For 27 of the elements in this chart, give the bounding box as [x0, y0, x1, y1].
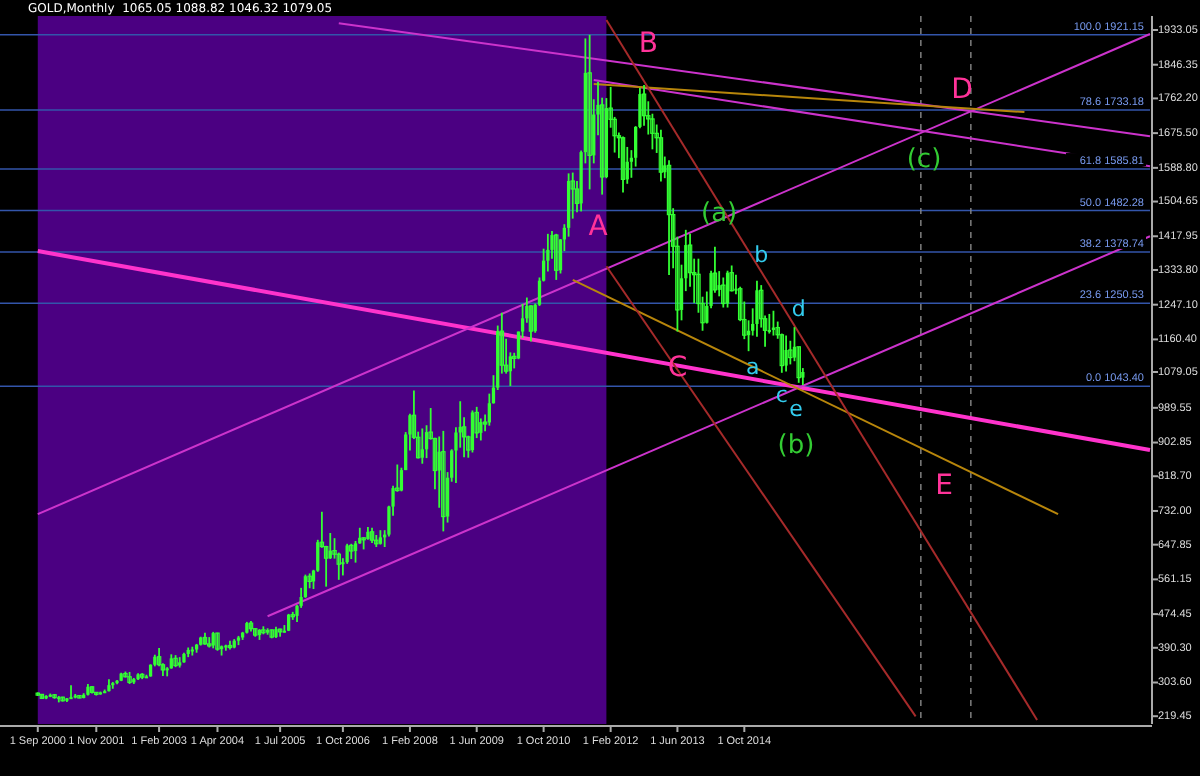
candlestick: [666, 159, 672, 276]
annotation: b: [754, 242, 769, 269]
candlestick: [658, 128, 664, 183]
candlestick: [620, 135, 626, 194]
candlestick: [215, 631, 220, 652]
candlestick: [528, 304, 534, 343]
candlestick: [470, 409, 475, 454]
annotation: e: [789, 396, 804, 423]
candlestick: [307, 572, 312, 590]
candlestick: [69, 684, 73, 700]
annotation: (b): [777, 431, 815, 462]
candlestick: [587, 33, 592, 191]
candlestick: [725, 269, 730, 309]
candlestick: [156, 647, 162, 668]
candlestick: [755, 279, 759, 338]
annotation: (c): [906, 145, 942, 176]
candlestick: [554, 232, 559, 281]
candlestick: [374, 534, 379, 548]
candlestick: [721, 276, 726, 309]
annotation: d: [791, 295, 806, 322]
candlestick: [641, 83, 647, 127]
candlestick: [420, 427, 424, 465]
annotation: B: [638, 27, 658, 60]
annotation: E: [935, 469, 953, 502]
annotation: D: [951, 73, 973, 106]
candlestick: [441, 429, 446, 533]
candlestick: [784, 334, 788, 373]
